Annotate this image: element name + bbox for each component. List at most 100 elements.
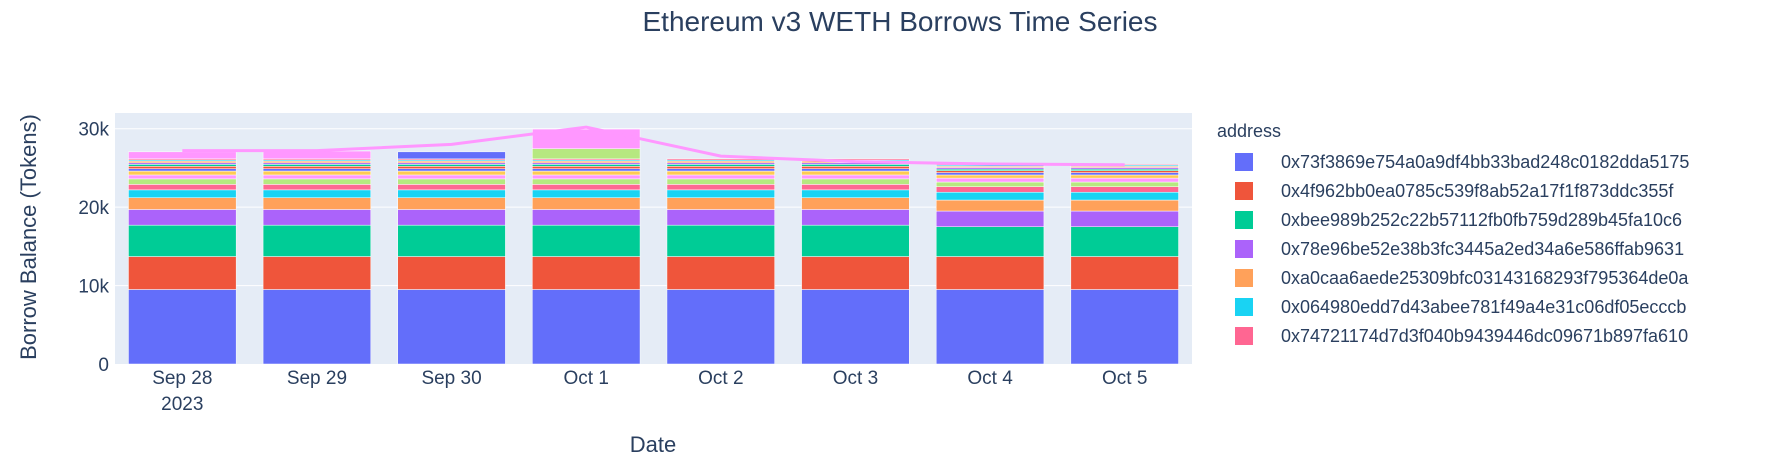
bar-segment [128,184,237,191]
bar-segment [666,209,775,226]
bar-segment [801,168,910,172]
bar-segment [532,166,641,169]
bar-segment [532,148,641,160]
bar-segment [1070,181,1179,187]
x-tick-label: Sep 28 [152,368,212,389]
bar-segment [128,164,237,167]
bar-segment [262,178,372,185]
bar-segment [801,164,910,167]
bar-segment [935,226,1045,257]
bar-segment [666,256,775,290]
bar-segment [666,184,775,191]
x-tick-label: Oct 1 [563,368,608,389]
bar-segment [262,189,372,198]
x-axis-label: Date [630,432,676,457]
bar-segment [532,170,641,176]
bar-segment [262,209,372,226]
y-tick-label: 0 [98,355,109,376]
bar-segment [1070,256,1179,290]
bar-segment [1070,210,1179,227]
bar-segment [666,197,775,210]
bars-layer [128,128,1179,365]
bar-segment [935,181,1045,187]
bar-segment [128,256,237,290]
bar-segment [532,164,641,167]
legend-swatch [1235,327,1253,345]
legend-swatch [1235,240,1253,258]
y-axis-label: Borrow Balance (Tokens) [16,114,41,360]
bar-segment [397,256,506,290]
bar-segment [666,189,775,198]
bar-segment [262,289,372,365]
bar-segment [262,164,372,167]
bar-segment [128,189,237,198]
bar-segment [532,189,641,198]
bar-segment [666,164,775,167]
bar-segment [666,224,775,257]
y-tick-label: 20k [78,198,109,219]
bar-segment [1070,289,1179,365]
bar-segment [262,166,372,169]
bar-segment [801,174,910,180]
bar-segment [128,197,237,210]
bar-segment [262,256,372,290]
bar-segment [666,289,775,365]
bar-segment [128,168,237,172]
bar-segment [532,197,641,210]
bar-segment [935,177,1045,183]
bar-segment [935,289,1045,365]
bar-segment [801,170,910,176]
bar-segment [801,224,910,257]
bar-segment [801,178,910,185]
bar-segment [1070,186,1179,193]
x-tick-label: Oct 4 [967,368,1013,389]
legend-title: address [1217,121,1281,141]
bar-segment [128,170,237,176]
y-tick-labels: 0 10k 20k 30k [78,120,109,376]
bar-segment [397,151,506,160]
bar-segment [128,151,237,160]
bar-segment [666,174,775,180]
bar-segment [801,184,910,191]
y-tick-label: 30k [78,120,109,141]
x-tick-year-label: 2023 [161,394,203,415]
bar-segment [262,170,372,176]
bar-segment [532,256,641,290]
bar-segment [666,170,775,176]
bar-segment [935,256,1045,290]
bar-segment [1070,226,1179,257]
legend-swatch [1235,153,1253,171]
bar-segment [397,197,506,210]
bar-segment [532,168,641,172]
bar-segment [1070,177,1179,183]
bar-segment [262,197,372,210]
x-tick-labels: Sep 28 Sep 29 Sep 30 Oct 1 Oct 2 Oct 3 Oct 4 Oc… [152,368,1147,415]
bar-segment [128,209,237,226]
bar-segment [397,174,506,180]
bar-segment [397,168,506,172]
bar-segment [1070,172,1179,176]
bar-segment [1070,170,1179,173]
bar-segment [397,184,506,191]
bar-segment [532,209,641,226]
bar-segment [935,210,1045,227]
bar-segment [1070,191,1179,201]
bar-segment [666,178,775,185]
x-tick-label: Sep 30 [421,368,481,389]
legend-label: 0x4f962bb0ea0785c539f8ab52a17f1f873ddc35… [1281,181,1674,201]
bar-segment [128,166,237,169]
bar-segment [397,209,506,226]
bar-segment [801,197,910,210]
bar-segment [532,178,641,185]
bar-segment [532,224,641,257]
bar-segment [397,170,506,176]
bar-segment [128,289,237,365]
bar-segment [935,191,1045,201]
legend-swatch [1235,211,1253,229]
bar-segment [128,178,237,185]
legend-label: 0x73f3869e754a0a9df4bb33bad248c0182dda51… [1281,152,1689,172]
bar-segment [935,199,1045,212]
bar-segment [532,289,641,365]
legend-swatch [1235,298,1253,316]
total-line-layer [182,125,1125,167]
